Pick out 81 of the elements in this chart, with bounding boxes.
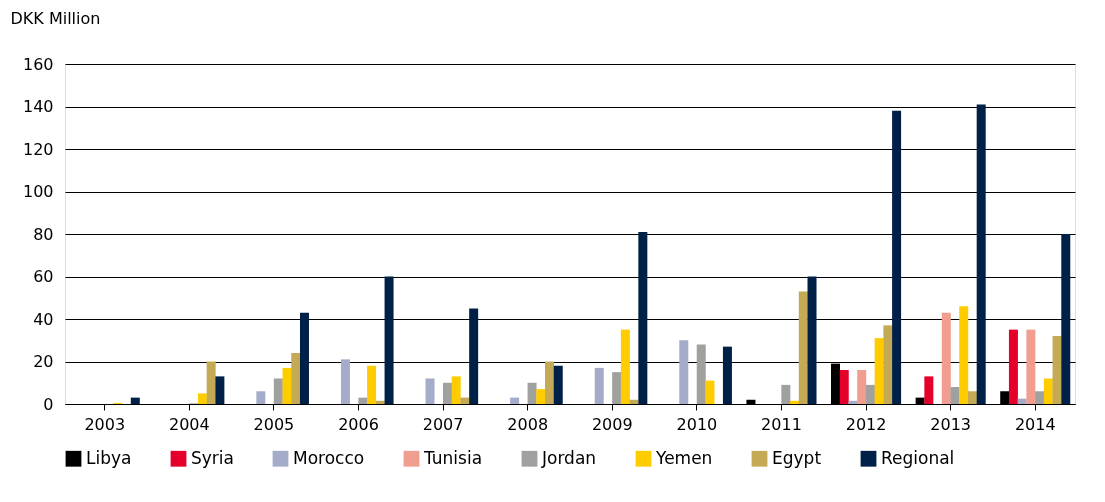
y-tick-label: 80 [33, 224, 54, 244]
y-tick-label: 40 [33, 309, 54, 329]
bar [722, 346, 732, 404]
y-tick-label: 140 [22, 97, 54, 116]
legend-label: Egypt [772, 447, 822, 468]
bar [358, 397, 368, 404]
bar [299, 312, 309, 404]
bar [976, 104, 986, 404]
bar [865, 384, 875, 404]
bar [130, 397, 140, 404]
y-tick-label: 60 [33, 267, 54, 286]
bar [941, 312, 951, 404]
bar [1043, 378, 1053, 404]
x-tick-label: 2007 [422, 414, 464, 434]
bar [857, 370, 867, 404]
bar [638, 231, 648, 404]
bar [553, 365, 563, 404]
bar [705, 380, 715, 404]
x-tick-label: 2006 [338, 414, 379, 434]
x-tick-label: 2014 [1014, 414, 1056, 434]
bar [469, 308, 479, 404]
x-tick-label: 2013 [930, 414, 972, 434]
bar [545, 361, 555, 404]
bar [367, 365, 377, 404]
x-tick-label: 2008 [507, 414, 549, 434]
bar [527, 382, 537, 404]
y-tick-label: 20 [33, 352, 54, 371]
y-tick-label: 100 [22, 182, 54, 201]
bar [1026, 329, 1036, 404]
x-tick-label: 2005 [253, 414, 295, 434]
bar [848, 400, 858, 404]
bar [924, 376, 934, 404]
bar [442, 382, 452, 404]
bar [798, 291, 808, 404]
x-tick-label: 2010 [676, 414, 718, 434]
legend-label: Morocco [293, 447, 365, 468]
bar [790, 400, 800, 404]
bar [197, 393, 207, 404]
x-tick-label: 2003 [84, 414, 126, 434]
bar [425, 378, 435, 404]
bar [256, 391, 266, 404]
legend-label: Tunisia [423, 447, 483, 468]
bar [291, 353, 301, 404]
bar [781, 384, 791, 404]
bar [273, 378, 283, 404]
bar [206, 361, 216, 404]
bar [510, 397, 520, 404]
x-tick-label: 2009 [591, 414, 633, 434]
legend-label: Libya [86, 447, 132, 468]
bar [892, 110, 902, 404]
bar [215, 376, 225, 404]
legend-label: Jordan [541, 447, 597, 468]
bar [839, 370, 849, 404]
bar [375, 400, 385, 404]
y-tick-label: 0 [43, 394, 54, 414]
legend-label: Syria [191, 447, 234, 468]
y-axis-title: DKK Million [10, 8, 101, 28]
y-tick-label: 120 [22, 139, 54, 159]
legend-label: Regional [881, 447, 955, 468]
bar [340, 359, 350, 404]
bar [594, 367, 604, 404]
y-tick-label: 160 [22, 54, 54, 74]
bar [536, 389, 546, 404]
bar [696, 344, 706, 404]
bar [384, 276, 394, 404]
bar [959, 306, 969, 404]
bar [807, 276, 817, 404]
bar [620, 329, 630, 404]
x-tick-label: 2012 [845, 414, 887, 434]
bar [679, 340, 689, 404]
bar [967, 391, 977, 404]
bar [451, 376, 461, 404]
legend-label: Yemen [655, 447, 713, 468]
bar [1008, 329, 1018, 404]
x-tick-label: 2011 [761, 414, 802, 434]
x-tick-label: 2004 [168, 414, 210, 434]
bar [883, 325, 893, 404]
bar [460, 397, 470, 404]
bar [1061, 234, 1071, 404]
bar [612, 372, 622, 404]
bar [1035, 391, 1045, 404]
